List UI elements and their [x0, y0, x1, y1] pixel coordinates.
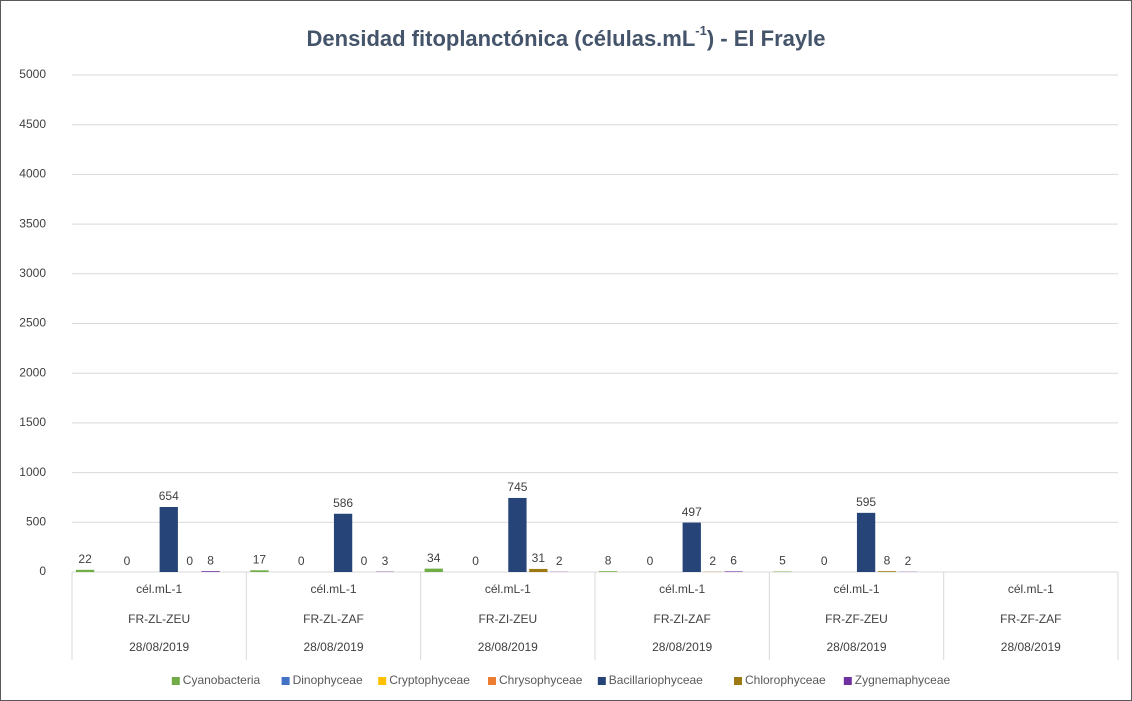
- x-tick-label: FR-ZI-ZAF: [654, 612, 711, 626]
- data-label: 0: [647, 554, 654, 568]
- data-label: 0: [472, 554, 479, 568]
- bar: [724, 571, 743, 572]
- legend-swatch: [488, 677, 496, 685]
- x-tick-unit: cél.mL-1: [136, 582, 182, 596]
- x-tick-date: 28/08/2019: [826, 640, 886, 654]
- data-label: 745: [507, 480, 527, 494]
- y-tick-label: 4500: [19, 117, 46, 131]
- data-label: 34: [427, 551, 441, 565]
- data-label: 586: [333, 496, 353, 510]
- x-tick-unit: cél.mL-1: [833, 582, 879, 596]
- bar: [508, 497, 527, 572]
- x-tick-date: 28/08/2019: [303, 640, 363, 654]
- data-label: 17: [253, 552, 267, 566]
- data-label: 8: [605, 553, 612, 567]
- legend-label: Dinophyceae: [293, 673, 363, 687]
- bar: [877, 571, 897, 572]
- legend-label: Cyanobacteria: [183, 673, 261, 687]
- x-tick-label: FR-ZL-ZAF: [303, 612, 364, 626]
- bar: [75, 569, 95, 572]
- chart-title: Densidad fitoplanctónica (células.mL-1) …: [307, 23, 826, 50]
- x-tick-date: 28/08/2019: [1001, 640, 1061, 654]
- bar: [424, 568, 443, 572]
- data-label: 6: [730, 554, 737, 568]
- title-text: ) - El Frayle: [707, 26, 826, 51]
- data-label: 2: [905, 554, 912, 568]
- title-text: Densidad fitoplanctónica (células.mL: [307, 26, 696, 51]
- x-tick-label: FR-ZI-ZEU: [479, 612, 538, 626]
- data-label: 654: [159, 489, 179, 503]
- legend-swatch: [378, 677, 387, 685]
- title-superscript: -1: [695, 23, 707, 38]
- bar: [598, 571, 618, 572]
- data-label: 5: [779, 554, 786, 568]
- data-label: 0: [186, 554, 193, 568]
- y-tick-label: 2000: [19, 365, 46, 379]
- x-tick-label: FR-ZL-ZEU: [128, 612, 190, 626]
- bar: [856, 512, 876, 572]
- data-label: 22: [78, 552, 92, 566]
- bar: [333, 513, 353, 572]
- data-label: 0: [124, 554, 131, 568]
- data-label: 3: [382, 554, 389, 568]
- data-label: 2: [556, 554, 563, 568]
- data-label: 8: [207, 553, 214, 567]
- data-label: 0: [361, 554, 368, 568]
- legend-label: Bacillariophyceae: [609, 673, 703, 687]
- data-label: 31: [532, 551, 546, 565]
- legend-swatch: [597, 677, 606, 685]
- legend-label: Chrysophyceae: [499, 673, 583, 687]
- legend-label: Cryptophyceae: [389, 673, 470, 687]
- data-label: 2: [709, 554, 716, 568]
- data-label: 497: [682, 505, 702, 519]
- y-tick-label: 1000: [19, 465, 46, 479]
- legend-label: Chlorophyceae: [745, 673, 826, 687]
- y-tick-label: 2500: [19, 316, 46, 330]
- y-tick-label: 500: [26, 514, 46, 528]
- data-label: 0: [821, 554, 828, 568]
- data-label: 0: [298, 554, 305, 568]
- y-tick-label: 3500: [19, 216, 46, 230]
- y-tick-label: 4000: [19, 167, 46, 181]
- y-tick-label: 3000: [19, 266, 46, 280]
- x-tick-label: FR-ZF-ZEU: [825, 612, 888, 626]
- bar: [529, 568, 548, 572]
- legend-swatch: [843, 677, 852, 685]
- x-tick-unit: cél.mL-1: [659, 582, 705, 596]
- legend-swatch: [281, 677, 290, 685]
- x-tick-date: 28/08/2019: [478, 640, 538, 654]
- y-tick-label: 1500: [19, 415, 46, 429]
- data-label: 8: [884, 553, 891, 567]
- x-tick-unit: cél.mL-1: [310, 582, 356, 596]
- bar: [159, 506, 178, 572]
- y-tick-label: 0: [39, 564, 46, 578]
- data-label: 595: [856, 495, 876, 509]
- x-tick-unit: cél.mL-1: [1008, 582, 1054, 596]
- x-tick-unit: cél.mL-1: [485, 582, 531, 596]
- bar: [201, 571, 220, 572]
- bar: [682, 522, 701, 572]
- legend-swatch: [734, 677, 742, 685]
- x-tick-label: FR-ZF-ZAF: [1000, 612, 1061, 626]
- x-tick-date: 28/08/2019: [129, 640, 189, 654]
- bar: [250, 570, 269, 572]
- legend-label: Zygnemaphyceae: [855, 673, 951, 687]
- legend-swatch: [171, 677, 180, 685]
- x-tick-date: 28/08/2019: [652, 640, 712, 654]
- y-tick-label: 5000: [19, 67, 46, 81]
